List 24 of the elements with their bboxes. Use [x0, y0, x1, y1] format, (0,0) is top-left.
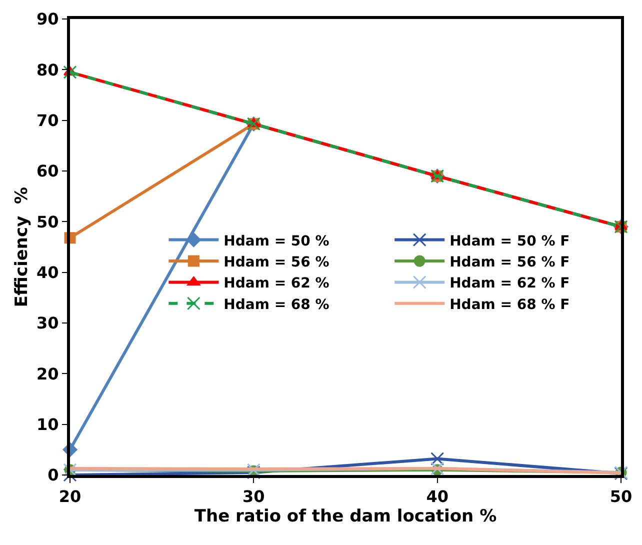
legend-label: Hdam = 68 %	[224, 296, 330, 313]
x-tick-label: 30	[242, 487, 265, 506]
y-tick-label: 0	[48, 466, 59, 485]
y-tick-label: 90	[36, 10, 59, 29]
y-tick-label: 50	[36, 212, 59, 232]
legend-label: Hdam = 56 %	[224, 254, 330, 270]
y-axis-title: Efficiency %	[12, 186, 32, 308]
y-tick-label: 20	[36, 364, 59, 384]
legend-label: Hdam = 50 %	[224, 233, 330, 250]
y-tick-label: 30	[36, 314, 59, 333]
x-axis-title: The ratio of the dam location %	[194, 506, 497, 527]
x-tick-label: 40	[426, 487, 448, 506]
x-tick-label: 50	[610, 487, 632, 506]
x-tick-label: 20	[58, 487, 82, 506]
legend-label: Hdam = 62 % F	[450, 276, 570, 292]
y-tick-label: 40	[36, 262, 59, 282]
y-tick-label: 10	[36, 414, 59, 434]
legend-label: Hdam = 56 % F	[450, 254, 570, 270]
y-tick-label: 80	[36, 60, 59, 80]
legend-label: Hdam = 62 %	[224, 276, 330, 292]
y-tick-label: 70	[36, 110, 59, 130]
legend-label: Hdam = 68 % F	[450, 296, 570, 313]
y-tick-label: 60	[36, 162, 59, 181]
legend-label: Hdam = 50 % F	[450, 233, 570, 250]
